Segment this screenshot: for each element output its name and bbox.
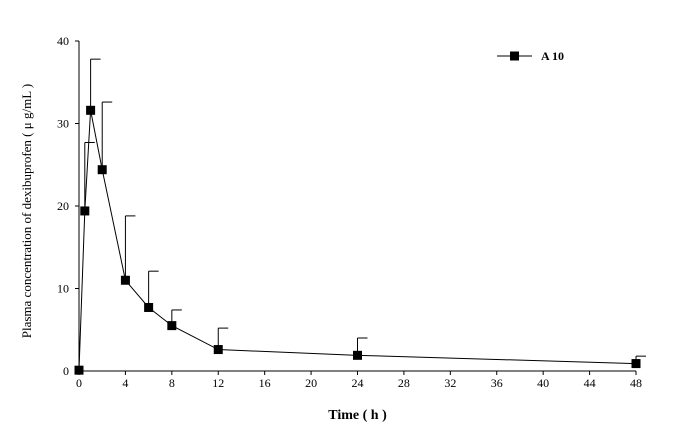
- x-tick-label: 12: [212, 376, 224, 390]
- x-axis-title: Time ( h ): [328, 408, 387, 423]
- data-point: [353, 350, 362, 360]
- markers: [74, 105, 641, 375]
- x-tick-label: 4: [122, 376, 128, 390]
- x-tick-label: 20: [305, 376, 317, 390]
- x-tick-label: 16: [259, 376, 271, 390]
- data-point: [74, 365, 84, 375]
- x-tick-label: 40: [537, 376, 549, 390]
- legend-marker: [510, 51, 519, 61]
- x-ticks: 0 4 8 12 16 20 24 28 32 36 40 44 48: [76, 371, 642, 390]
- x-tick-label: 32: [444, 376, 456, 390]
- y-ticks: 0 10 20 30 40: [57, 34, 79, 378]
- error-bars: [84, 58, 646, 364]
- data-point: [631, 359, 641, 369]
- data-point: [80, 206, 90, 216]
- y-tick-label: 10: [57, 282, 69, 296]
- data-point: [120, 275, 130, 285]
- x-tick-label: 44: [584, 376, 596, 390]
- legend-label: A 10: [541, 49, 564, 63]
- y-tick-label: 20: [57, 199, 69, 213]
- data-point: [167, 321, 177, 331]
- x-tick-label: 28: [398, 376, 410, 390]
- data-point: [86, 105, 96, 115]
- data-point: [97, 165, 107, 175]
- x-tick-label: 36: [491, 376, 503, 390]
- legend: A 10: [497, 49, 564, 63]
- x-tick-label: 24: [352, 376, 364, 390]
- y-axis-title: Plasma concentration of dexibuprofen ( μ…: [19, 84, 34, 339]
- data-point: [144, 302, 154, 312]
- data-point: [213, 345, 223, 355]
- x-tick-label: 8: [169, 376, 175, 390]
- x-tick-label: 48: [630, 376, 642, 390]
- y-tick-label: 0: [63, 364, 69, 378]
- series-line: [78, 110, 637, 371]
- y-tick-label: 40: [57, 34, 69, 48]
- y-tick-label: 30: [57, 117, 69, 131]
- x-tick-label: 0: [76, 376, 82, 390]
